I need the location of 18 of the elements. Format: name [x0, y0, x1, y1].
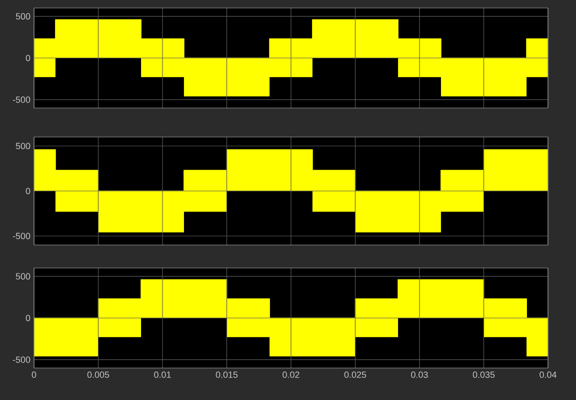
- x-tick-label: 0.03: [411, 372, 428, 378]
- y-tick-label: -500: [12, 232, 30, 240]
- x-tick-label: 0.005: [87, 372, 110, 378]
- y-tick-label: 0: [26, 314, 30, 322]
- y-tick-label: -500: [12, 96, 30, 103]
- x-tick-label: 0: [32, 372, 36, 378]
- x-tick-label: 0.01: [154, 372, 171, 378]
- x-tick-label: 0.015: [216, 372, 238, 378]
- x-tick-label: 0.035: [472, 372, 495, 378]
- y-tick-label: 500: [16, 142, 30, 150]
- y-tick-label: 0: [26, 54, 30, 62]
- y-tick-label: 500: [16, 273, 30, 280]
- y-tick-label: -500: [12, 356, 30, 363]
- y-tick-label: 500: [16, 13, 30, 20]
- x-tick-label: 0.04: [540, 372, 556, 378]
- x-tick-label: 0.025: [344, 372, 366, 378]
- y-tick-label: 0: [26, 188, 30, 194]
- x-tick-label: 0.02: [282, 372, 300, 378]
